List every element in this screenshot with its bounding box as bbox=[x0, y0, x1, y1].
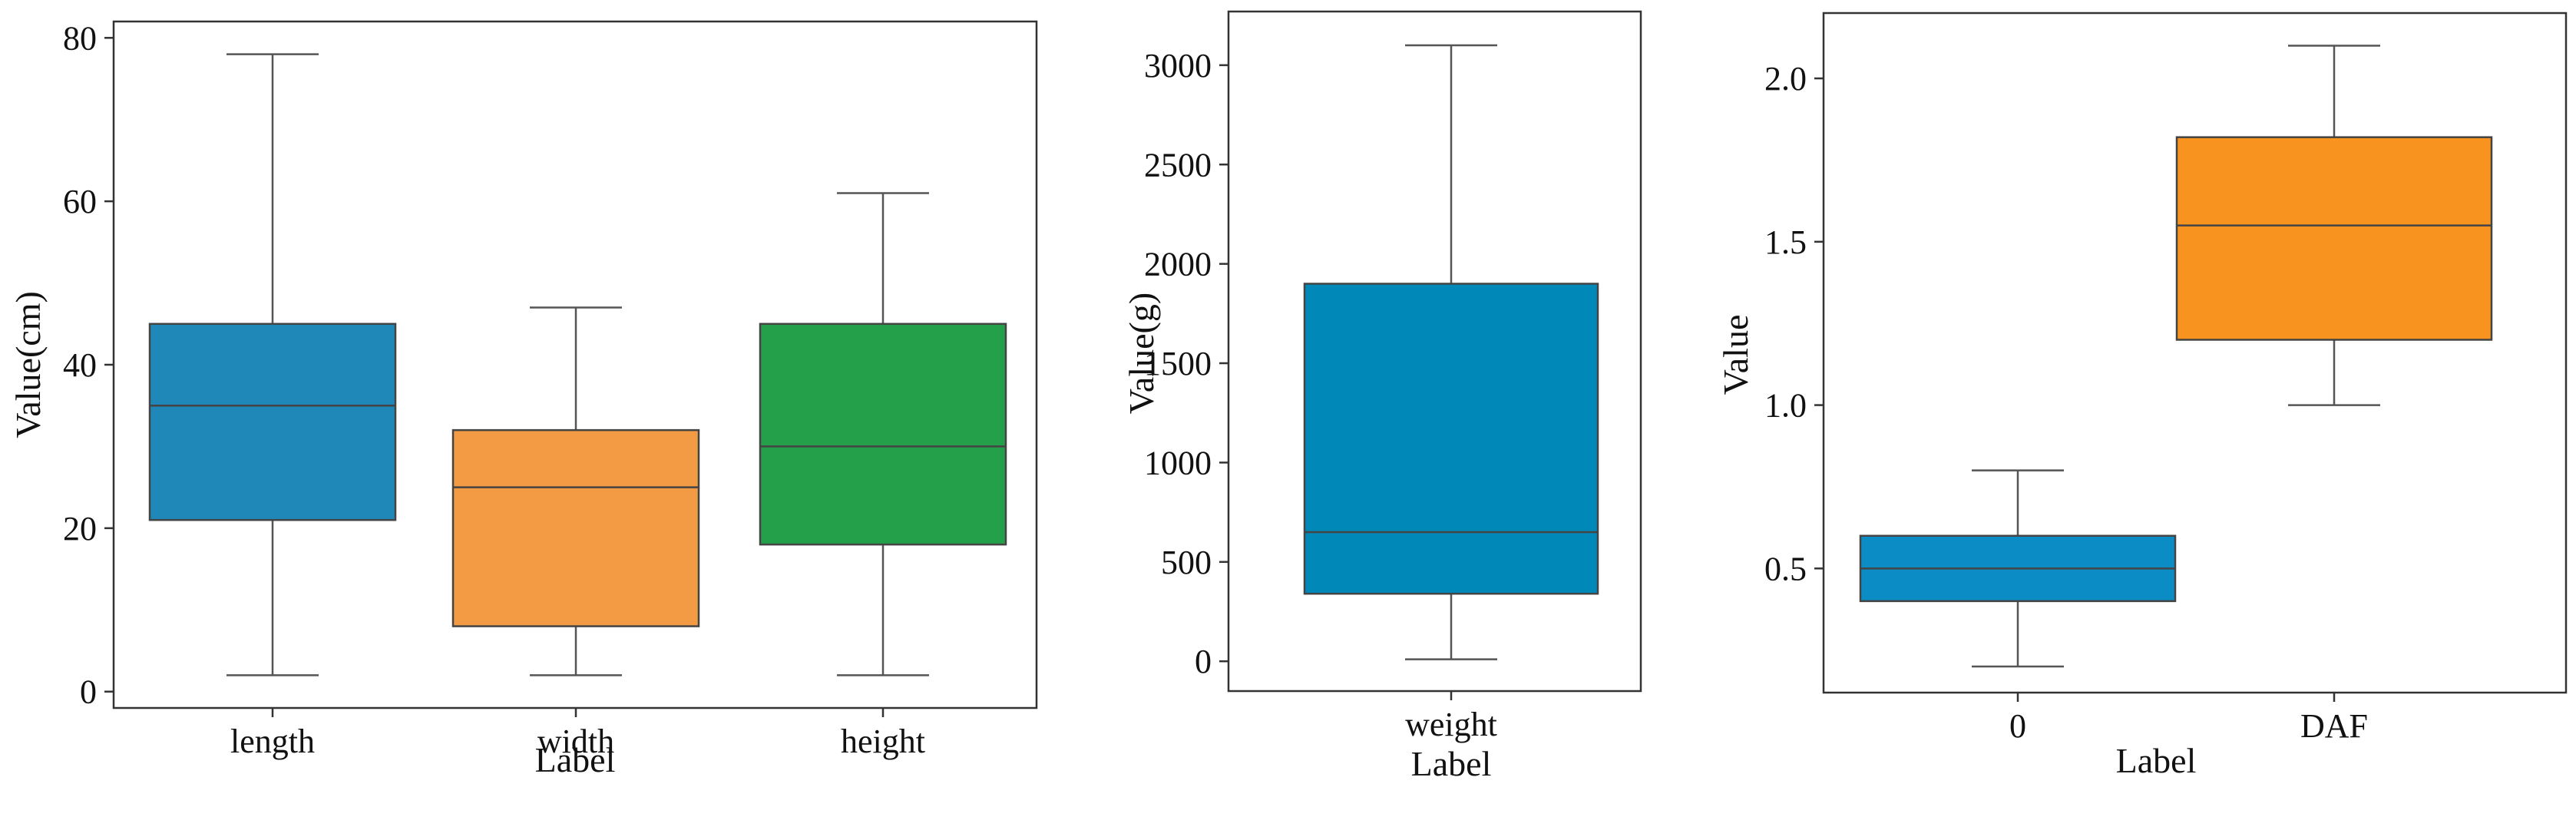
y-tick-label: 1000 bbox=[1144, 444, 1212, 481]
panel-1-marks: 0 20 40 60 80 length width height bbox=[63, 19, 1007, 760]
box-weight bbox=[1303, 283, 1599, 595]
x-tick-label: height bbox=[841, 723, 925, 760]
y-tick-label: 0 bbox=[1195, 643, 1212, 680]
x-tick-label: 0 bbox=[2009, 707, 2026, 745]
y-tick-label: 2.0 bbox=[1764, 60, 1807, 98]
y-tick-label: 0 bbox=[80, 673, 97, 711]
y-tick-label: 0.5 bbox=[1764, 550, 1807, 587]
y-tick-label: 80 bbox=[63, 19, 97, 57]
y-tick-label: 60 bbox=[63, 183, 97, 220]
box-length bbox=[148, 322, 397, 521]
x-tick-label: DAF bbox=[2300, 707, 2368, 745]
y-tick-label: 1.5 bbox=[1764, 223, 1807, 261]
panel-2-xlabel: Label bbox=[1411, 744, 1492, 783]
y-tick-label: 2000 bbox=[1144, 246, 1212, 283]
panel-2-marks: 0 500 1000 1500 2000 2500 3000 weight bbox=[1144, 44, 1599, 743]
x-tick-label: weight bbox=[1405, 706, 1497, 743]
box-height bbox=[759, 322, 1007, 546]
y-tick-label: 500 bbox=[1161, 544, 1212, 581]
panel-2-frame bbox=[1227, 10, 1642, 693]
panel-3-marks: 0.5 1.0 1.5 2.0 0 DAF bbox=[1764, 45, 2493, 745]
panel-2-ylabel: Value(g) bbox=[1122, 293, 1161, 414]
panel-1-xlabel: Label bbox=[535, 740, 616, 779]
y-tick-label: 40 bbox=[63, 346, 97, 384]
panel-3-ylabel: Value bbox=[1716, 315, 1755, 395]
y-tick-label: 20 bbox=[63, 510, 97, 547]
panel-3-xlabel: Label bbox=[2116, 741, 2197, 780]
x-tick-label: length bbox=[230, 723, 315, 760]
box-DAF bbox=[2175, 136, 2493, 341]
box-width bbox=[451, 428, 700, 627]
y-tick-label: 1500 bbox=[1144, 345, 1212, 382]
y-tick-label: 2500 bbox=[1144, 146, 1212, 184]
panel-1-ylabel: Value(cm) bbox=[8, 291, 48, 438]
panel-value: 0.5 1.0 1.5 2.0 0 DAF Label Value bbox=[1716, 12, 2568, 780]
y-tick-label: 1.0 bbox=[1764, 387, 1807, 425]
panel-3-frame bbox=[1822, 12, 2568, 694]
y-tick-label: 3000 bbox=[1144, 47, 1212, 84]
panel-dimensions: 0 20 40 60 80 length width height Label Value(c… bbox=[8, 19, 1038, 779]
x-tick-label: width bbox=[537, 723, 614, 760]
panel-weight: 0 500 1000 1500 2000 2500 3000 weight Label Val… bbox=[1122, 10, 1642, 783]
